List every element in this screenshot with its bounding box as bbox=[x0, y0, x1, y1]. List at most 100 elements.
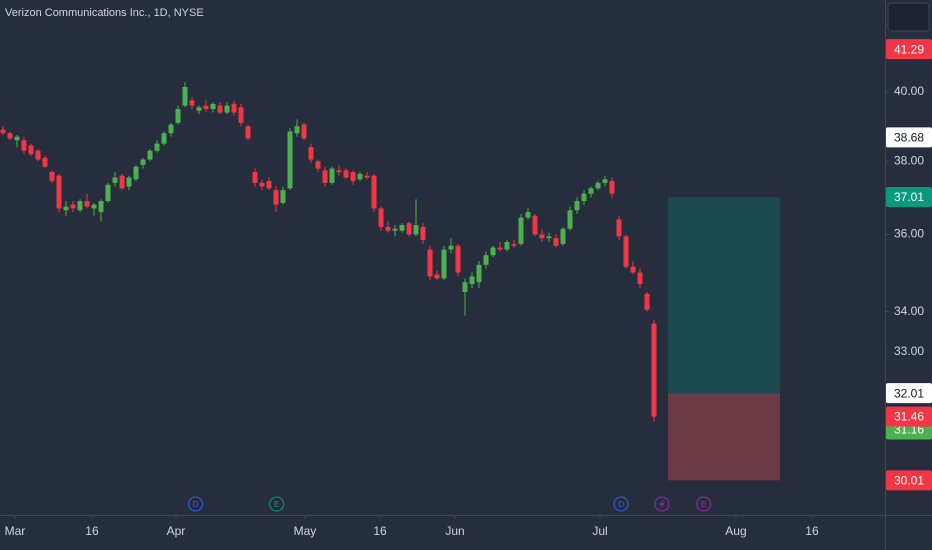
candle-body bbox=[287, 131, 293, 189]
y-tick-label: 34.00 bbox=[894, 304, 924, 318]
candle-body bbox=[245, 126, 251, 139]
candle-body bbox=[182, 86, 188, 106]
candle-body bbox=[119, 175, 125, 189]
x-tick-label: 16 bbox=[373, 524, 387, 538]
candle-body bbox=[42, 157, 48, 167]
x-tick-label: Aug bbox=[725, 524, 746, 538]
event-label: D bbox=[193, 500, 199, 509]
candle-body bbox=[448, 245, 454, 250]
candle-body bbox=[210, 103, 216, 110]
candle-body bbox=[259, 182, 265, 187]
x-tick-label: 16 bbox=[85, 524, 99, 538]
candle-body bbox=[504, 241, 510, 250]
candle-body bbox=[483, 255, 489, 265]
scale-overlay bbox=[887, 2, 930, 32]
candle-body bbox=[364, 175, 370, 178]
loss-zone bbox=[668, 393, 781, 481]
candle-body bbox=[546, 236, 552, 239]
candle-body bbox=[21, 140, 27, 151]
candle-body bbox=[497, 247, 503, 250]
candle-body bbox=[413, 225, 419, 235]
candle-body bbox=[315, 161, 321, 169]
y-tick-label: 36.00 bbox=[894, 227, 924, 241]
y-tick-label: 38.00 bbox=[894, 154, 924, 168]
candle-body bbox=[203, 105, 209, 110]
event-label: D bbox=[618, 500, 624, 509]
event-circle bbox=[696, 496, 712, 512]
y-tick-label: 33.00 bbox=[894, 344, 924, 358]
candle-body bbox=[308, 147, 314, 160]
candle-body bbox=[616, 219, 622, 237]
candle-body bbox=[91, 204, 97, 209]
candle-body bbox=[630, 266, 636, 273]
candle-body bbox=[581, 193, 587, 202]
candle-body bbox=[238, 107, 244, 123]
candle-body bbox=[189, 100, 195, 106]
candle-body bbox=[427, 249, 433, 277]
candle-body bbox=[602, 179, 608, 183]
candle-body bbox=[406, 223, 412, 235]
candle-body bbox=[70, 204, 76, 209]
candle-body bbox=[224, 105, 230, 113]
flash-icon bbox=[659, 499, 665, 509]
event-label: E bbox=[701, 500, 706, 509]
chart-title: Verizon Communications Inc., 1D, NYSE bbox=[5, 7, 204, 19]
candle-body bbox=[98, 201, 104, 213]
candle-body bbox=[567, 210, 573, 229]
y-tick-label: 40.00 bbox=[894, 84, 924, 98]
last-price-label-bg bbox=[886, 406, 932, 427]
candle-body bbox=[441, 249, 447, 279]
candle-body bbox=[357, 173, 363, 180]
x-tick-label: Apr bbox=[167, 524, 186, 538]
candle-body bbox=[329, 168, 335, 183]
target-label: 37.01 bbox=[894, 190, 924, 204]
event-label: E bbox=[274, 500, 279, 509]
candle-body bbox=[231, 103, 237, 113]
candle-body bbox=[595, 182, 601, 189]
candle-body bbox=[623, 236, 629, 267]
candle-body bbox=[147, 150, 153, 160]
entry-label: 32.01 bbox=[894, 386, 924, 400]
candle-body bbox=[7, 133, 13, 139]
candle-body bbox=[252, 172, 258, 183]
candle-body bbox=[511, 243, 517, 246]
candle-body bbox=[539, 234, 545, 239]
stop-label: 30.01 bbox=[894, 474, 924, 488]
candle-body bbox=[105, 184, 111, 202]
candle-body bbox=[56, 175, 62, 209]
candle-body bbox=[336, 170, 342, 173]
candle-body bbox=[112, 177, 118, 183]
candle-body bbox=[385, 226, 391, 231]
x-tick-label: 16 bbox=[805, 524, 819, 538]
candle-body bbox=[49, 172, 55, 182]
candle-body bbox=[434, 274, 440, 279]
candle-body bbox=[469, 276, 475, 285]
candle-body bbox=[420, 226, 426, 241]
candle-body bbox=[273, 190, 279, 205]
candle-body bbox=[14, 136, 20, 141]
candle-body bbox=[476, 264, 482, 283]
candle-body bbox=[77, 201, 83, 211]
candle-body bbox=[28, 145, 34, 155]
price-label: 41.29 bbox=[894, 42, 924, 56]
candle-body bbox=[462, 282, 468, 292]
flash-event bbox=[654, 496, 670, 512]
event-circle bbox=[269, 496, 285, 512]
price-label-bg bbox=[886, 39, 932, 60]
candle-body bbox=[651, 323, 657, 417]
x-tick-label: Jul bbox=[592, 524, 607, 538]
candle-body bbox=[35, 150, 41, 160]
x-tick-label: Jun bbox=[445, 524, 464, 538]
entry-label-bg bbox=[886, 383, 932, 404]
candle-body bbox=[490, 247, 496, 256]
candle-body bbox=[553, 238, 559, 246]
candle-body bbox=[525, 212, 531, 218]
candle-body bbox=[280, 190, 286, 203]
candle-body bbox=[168, 124, 174, 134]
candle-body bbox=[154, 143, 160, 151]
price-label-bg bbox=[886, 127, 932, 148]
stop-label-bg bbox=[886, 470, 932, 491]
